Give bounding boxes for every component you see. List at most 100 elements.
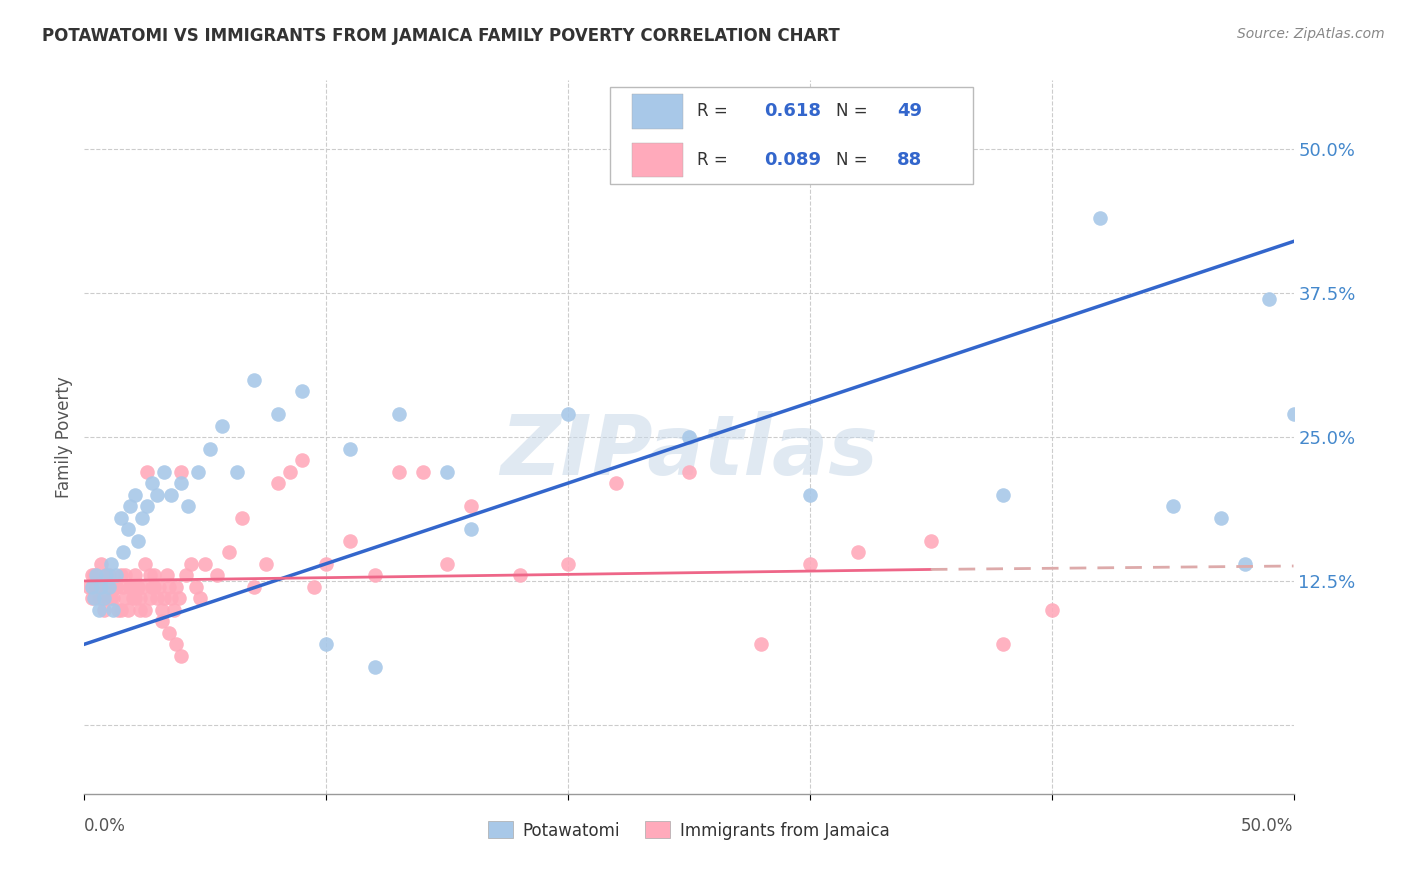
Text: 0.618: 0.618 <box>763 103 821 120</box>
Point <box>124 591 146 606</box>
Point <box>315 637 337 651</box>
Point <box>339 533 361 548</box>
Point <box>90 557 112 571</box>
Point <box>198 442 221 456</box>
Point <box>278 465 301 479</box>
Point <box>1258 292 1281 306</box>
Text: 88: 88 <box>897 151 922 169</box>
Point <box>127 533 149 548</box>
Point <box>121 591 143 606</box>
Text: POTAWATOMI VS IMMIGRANTS FROM JAMAICA FAMILY POVERTY CORRELATION CHART: POTAWATOMI VS IMMIGRANTS FROM JAMAICA FA… <box>42 27 839 45</box>
Point <box>150 603 173 617</box>
Point <box>267 407 290 421</box>
Point <box>170 648 193 663</box>
Point <box>138 568 160 582</box>
Point <box>242 372 264 386</box>
Point <box>120 499 142 513</box>
Point <box>134 603 156 617</box>
Point <box>80 568 103 582</box>
Text: 0.089: 0.089 <box>763 151 821 169</box>
Text: Source: ZipAtlas.com: Source: ZipAtlas.com <box>1237 27 1385 41</box>
Point <box>124 568 146 582</box>
Point <box>134 557 156 571</box>
Point <box>388 407 411 421</box>
Point <box>167 591 190 606</box>
Point <box>160 591 183 606</box>
FancyBboxPatch shape <box>633 95 683 128</box>
Point <box>114 591 136 606</box>
Point <box>242 580 264 594</box>
Point <box>100 591 122 606</box>
Point <box>86 580 108 594</box>
Point <box>86 568 108 582</box>
Point <box>80 591 103 606</box>
Point <box>90 580 112 594</box>
Point <box>80 580 103 594</box>
Point <box>143 568 166 582</box>
Point <box>104 580 127 594</box>
Point <box>557 407 579 421</box>
Point <box>1282 407 1305 421</box>
Point <box>104 568 127 582</box>
Point <box>460 522 482 536</box>
Legend: Potawatomi, Immigrants from Jamaica: Potawatomi, Immigrants from Jamaica <box>481 814 897 847</box>
Point <box>678 430 700 444</box>
Point <box>87 591 110 606</box>
Point <box>77 580 100 594</box>
Point <box>170 476 193 491</box>
Point <box>605 476 627 491</box>
Point <box>211 418 233 433</box>
Point <box>141 476 163 491</box>
Point <box>799 488 821 502</box>
Point <box>160 488 183 502</box>
Point <box>846 545 869 559</box>
Point <box>138 591 160 606</box>
Point <box>148 580 170 594</box>
Point <box>107 603 129 617</box>
Point <box>155 568 177 582</box>
Point <box>509 568 531 582</box>
Point <box>363 660 385 674</box>
Point <box>153 465 176 479</box>
Point <box>254 557 277 571</box>
Point <box>136 499 159 513</box>
Point <box>114 568 136 582</box>
Point <box>184 580 207 594</box>
Text: 50.0%: 50.0% <box>1241 817 1294 835</box>
Point <box>993 637 1015 651</box>
Point <box>207 568 229 582</box>
Point <box>157 625 180 640</box>
Point <box>1040 603 1063 617</box>
Text: 49: 49 <box>897 103 922 120</box>
Point <box>117 522 139 536</box>
Point <box>94 568 117 582</box>
Point <box>136 465 159 479</box>
Point <box>174 568 197 582</box>
Point <box>141 580 163 594</box>
Point <box>120 580 142 594</box>
Point <box>100 580 122 594</box>
Point <box>557 557 579 571</box>
Point <box>218 545 240 559</box>
Point <box>93 603 115 617</box>
Point <box>460 499 482 513</box>
Point <box>436 557 458 571</box>
Point <box>143 580 166 594</box>
Point <box>153 591 176 606</box>
Point <box>112 545 135 559</box>
Text: 0.0%: 0.0% <box>84 817 127 835</box>
Point <box>97 580 120 594</box>
Point <box>302 580 325 594</box>
Point <box>751 637 773 651</box>
Point <box>87 603 110 617</box>
Point <box>93 591 115 606</box>
Point <box>190 591 212 606</box>
Point <box>103 603 125 617</box>
Point <box>131 510 153 524</box>
Point <box>83 591 105 606</box>
Point <box>129 591 152 606</box>
Point <box>146 591 169 606</box>
Point <box>920 120 942 134</box>
Point <box>129 603 152 617</box>
Point <box>180 557 202 571</box>
